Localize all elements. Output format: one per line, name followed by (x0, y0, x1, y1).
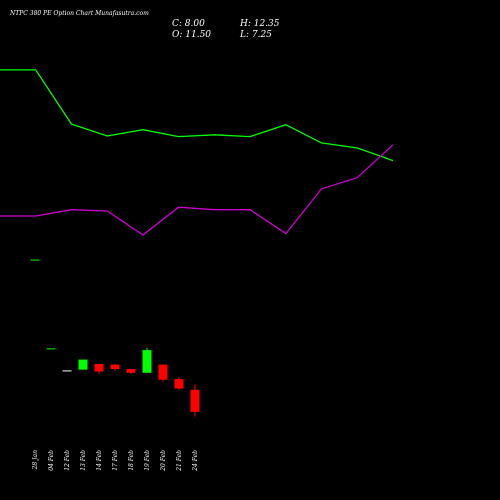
candle-body (142, 350, 152, 373)
ohlc-low: L: 7.25 (239, 30, 272, 40)
x-tick-label: 28 Jan (32, 450, 39, 471)
indicator-line (0, 144, 394, 236)
ohlc-close: C: 8.00 (172, 19, 205, 29)
candle-body (62, 370, 72, 372)
x-tick-label: 13 Feb (80, 450, 87, 471)
x-tick-label: 17 Feb (112, 450, 119, 471)
candle-body (126, 369, 136, 373)
candle-body (30, 259, 40, 261)
chart-title: NTPC 380 PE Option Chart Munafasutra.com (9, 10, 149, 17)
x-tick-label: 14 Feb (96, 450, 103, 471)
x-tick-label: 21 Feb (176, 450, 183, 472)
candle-body (78, 359, 88, 370)
candle-body (94, 363, 104, 372)
candle-body (190, 389, 200, 412)
ohlc-open: O: 11.50 (172, 30, 211, 40)
candle-body (46, 348, 56, 350)
x-tick-label: 18 Feb (128, 450, 135, 471)
candle-body (174, 379, 184, 389)
x-tick-label: 24 Feb (192, 450, 199, 472)
x-tick-label: 19 Feb (144, 450, 151, 471)
x-tick-label: 20 Feb (160, 450, 167, 472)
candle-body (110, 364, 120, 370)
ohlc-high: H: 12.35 (239, 19, 280, 29)
x-tick-label: 04 Feb (48, 450, 55, 471)
candle-body (158, 364, 168, 380)
indicator-line (0, 69, 394, 162)
x-tick-label: 12 Feb (64, 450, 71, 471)
